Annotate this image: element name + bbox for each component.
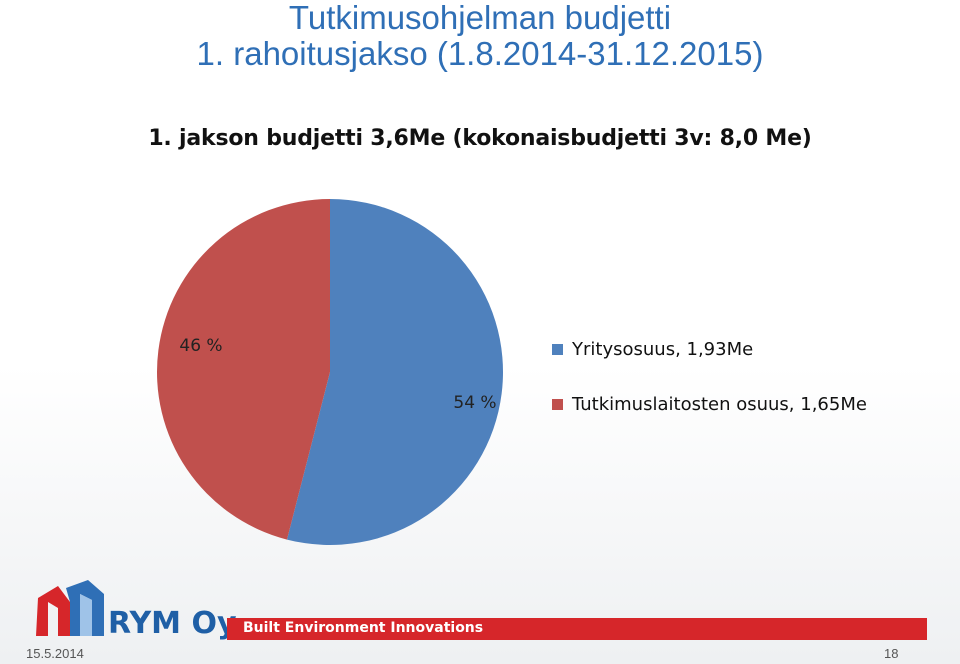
legend-swatch-yritysosuus: [552, 344, 563, 355]
chart-legend: Yritysosuus, 1,93Me Tutkimuslaitosten os…: [552, 336, 867, 446]
chart-title: 1. jakson budjetti 3,6Me (kokonaisbudjet…: [148, 126, 812, 151]
slide-title: Tutkimusohjelman budjetti 1. rahoitusjak…: [0, 0, 960, 72]
slice-label-1: 46 %: [179, 336, 222, 356]
rym-logo-icon: [36, 580, 104, 636]
page-number: 18: [884, 646, 899, 661]
legend-item-tutkimuslaitokset: Tutkimuslaitosten osuus, 1,65Me: [552, 391, 867, 418]
legend-swatch-tutkimuslaitokset: [552, 399, 563, 410]
pie-chart: 54 % 46 %: [156, 199, 503, 545]
slice-label-0: 54 %: [453, 393, 496, 413]
title-line-2: 1. rahoitusjakso (1.8.2014-31.12.2015): [196, 35, 764, 72]
pie-slice-1: [156, 199, 330, 540]
footer-date: 15.5.2014: [26, 646, 84, 661]
title-line-1: Tutkimusohjelman budjetti: [288, 0, 672, 36]
footer-bar: [227, 618, 927, 640]
legend-label-yritysosuus: Yritysosuus, 1,93Me: [572, 339, 754, 360]
legend-item-yritysosuus: Yritysosuus, 1,93Me: [552, 336, 867, 363]
company-name: RYM Oy: [108, 606, 237, 641]
footer-slogan: Built Environment Innovations: [243, 620, 484, 636]
legend-label-tutkimuslaitokset: Tutkimuslaitosten osuus, 1,65Me: [572, 394, 867, 415]
pie-slice-0: [286, 199, 503, 545]
